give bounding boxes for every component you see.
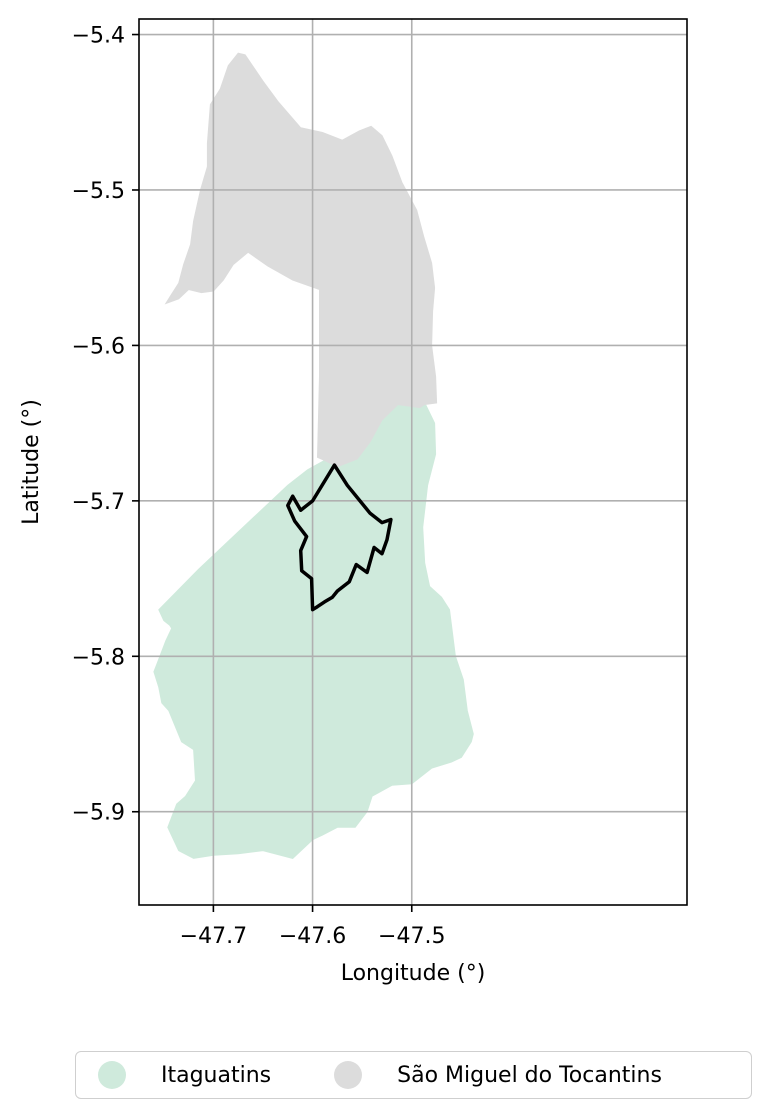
legend-swatch-sao-miguel (334, 1061, 363, 1089)
legend-item-itaguatins: Itaguatins (98, 1061, 271, 1089)
regions-layer (153, 52, 474, 859)
plot-frame (138, 18, 688, 906)
axis-ticks: −47.7 −47.6 −47.5 −5.4 −5.5 −5.6 −5.7 −5.8 −5.9 (72, 24, 446, 949)
y-tick-label-0: −5.4 (72, 24, 125, 49)
y-tick-label-5: −5.9 (72, 801, 125, 826)
grid-lines (139, 19, 687, 905)
highlight-outline (286, 463, 393, 612)
legend-label-itaguatins: Itaguatins (161, 1062, 272, 1088)
legend-label-sao-miguel: São Miguel do Tocantins (397, 1062, 662, 1088)
outline-layer (286, 463, 393, 612)
y-tick-label-2: −5.6 (72, 334, 125, 359)
region-1 (164, 52, 438, 468)
y-axis-label: Latitude (°) (19, 399, 44, 525)
legend-swatch-itaguatins (98, 1061, 126, 1089)
x-axis-label: Longitude (°) (341, 961, 486, 986)
y-tick-label-3: −5.7 (72, 490, 125, 515)
legend-item-sao-miguel: São Miguel do Tocantins (334, 1061, 662, 1089)
region-0 (153, 403, 474, 859)
legend: Itaguatins São Miguel do Tocantins (75, 1051, 752, 1099)
map-figure: −47.7 −47.6 −47.5−5.4−5.5−5.6−5.7−5.8−5.9 … (19, 18, 688, 986)
y-tick-label-1: −5.5 (72, 179, 125, 204)
x-tick-label-2: −47.5 (378, 924, 445, 949)
x-tick-label-0: −47.7 (180, 924, 247, 949)
x-tick-label-1: −47.6 (279, 924, 346, 949)
y-tick-label-4: −5.8 (72, 645, 125, 670)
